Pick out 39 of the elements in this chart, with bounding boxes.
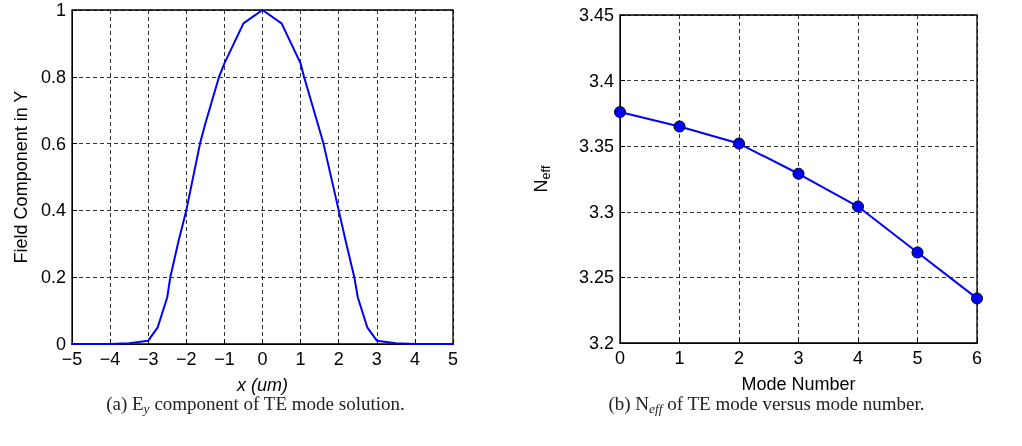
x-tick-label: 0: [257, 349, 268, 369]
point: [971, 292, 983, 305]
x-tick-label: 1: [674, 348, 685, 368]
line-series: [71, 9, 454, 345]
point: [733, 137, 745, 150]
point: [911, 246, 924, 259]
point: [852, 200, 864, 213]
x-tick-label: 4: [852, 348, 864, 368]
y-tick-label: 3.25: [578, 267, 614, 288]
y-tick-label: 0.2: [40, 267, 66, 288]
x-tick-label: 1: [295, 349, 306, 369]
x-tick-label: −3: [137, 349, 159, 369]
x-tick-label: 5: [447, 349, 459, 369]
x-tick-label: −1: [214, 349, 235, 369]
x-tick-label: 3: [793, 348, 804, 368]
x-tick-label: 6: [971, 348, 983, 368]
x-tick-label: 2: [333, 349, 344, 369]
y-axis-title: Neff: [531, 165, 553, 193]
y-tick-label: 3.35: [578, 136, 614, 157]
y-tick-label: 0.4: [40, 200, 66, 221]
point: [673, 120, 686, 133]
point: [792, 167, 805, 180]
x-tick-label: 3: [371, 349, 382, 369]
x-axis-title: x (um): [236, 375, 288, 395]
x-axis-title: Mode Number: [741, 374, 856, 394]
x-tick-label: 2: [733, 348, 745, 368]
point: [614, 106, 626, 119]
x-tick-label: −2: [176, 349, 197, 369]
y-tick-label: 1: [55, 0, 66, 20]
x-tick-label: 4: [409, 349, 420, 369]
y-tick-label: 3.4: [588, 70, 614, 91]
x-tick-label: 5: [912, 348, 923, 368]
x-tick-label: −4: [99, 349, 121, 369]
y-axis-title: Field Component in Y: [11, 90, 31, 264]
y-tick-label: 0.8: [40, 66, 66, 87]
y-tick-label: 3.3: [588, 201, 614, 222]
y-tick-label: 3.2: [588, 333, 614, 353]
y-tick-label: 3.45: [578, 5, 614, 25]
y-tick-label: 0.6: [40, 133, 66, 154]
